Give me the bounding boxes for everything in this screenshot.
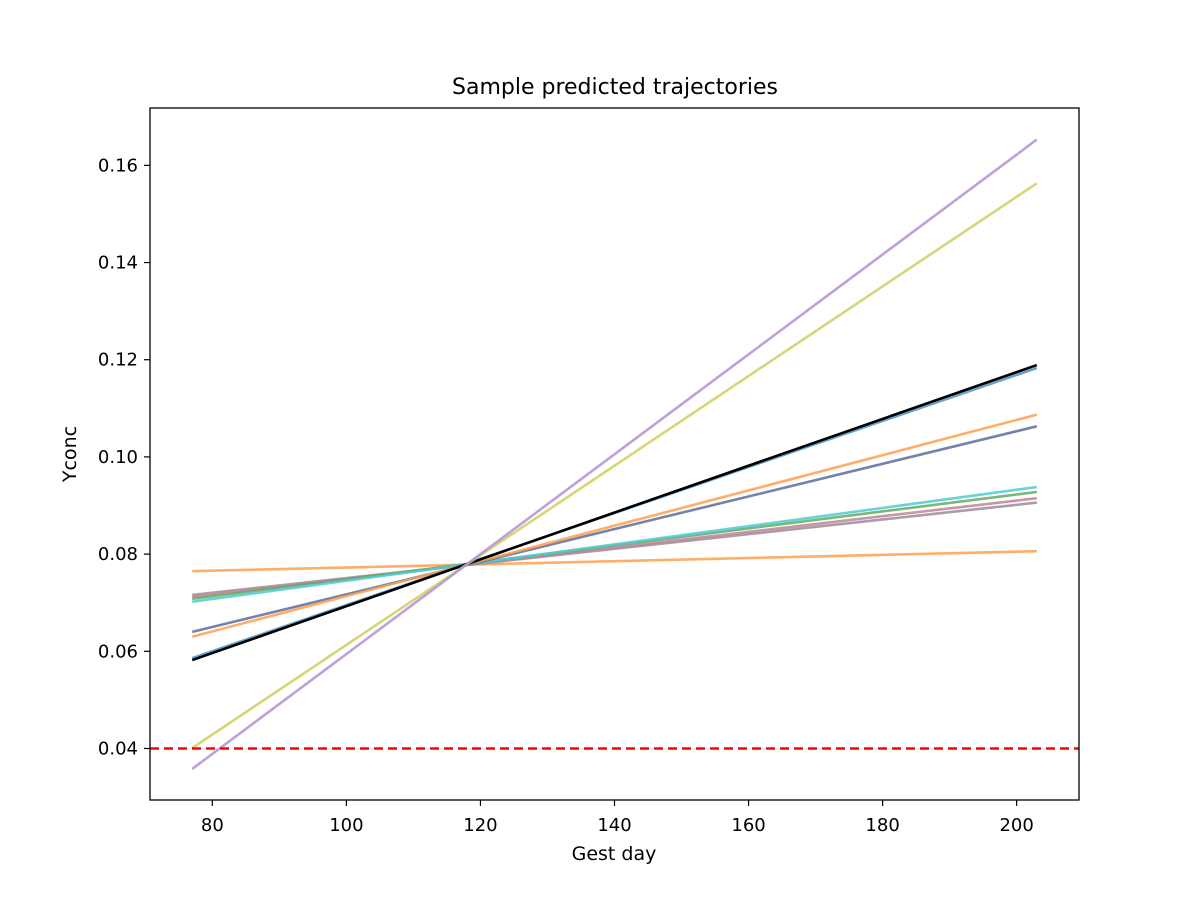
series-line-5 xyxy=(192,485,1037,604)
y-tick-label: 0.08 xyxy=(98,544,138,565)
y-tick-label: 0.12 xyxy=(98,350,138,371)
series-line-6 xyxy=(191,425,1038,634)
x-tick-label: 100 xyxy=(329,815,363,836)
series-line-10 xyxy=(191,182,1038,750)
y-tick-label: 0.14 xyxy=(98,253,138,274)
y-axis: 0.04 0.06 0.08 0.10 0.12 0.14 0.16 xyxy=(98,155,150,759)
series-line-1 xyxy=(192,549,1037,573)
x-tick-label: 180 xyxy=(865,815,899,836)
series-layer xyxy=(191,138,1038,770)
y-tick-label: 0.06 xyxy=(98,641,138,662)
chart-title: Sample predicted trajectories xyxy=(452,75,778,100)
x-axis-title: Gest day xyxy=(572,843,657,865)
x-tick-label: 200 xyxy=(999,815,1033,836)
x-tick-label: 120 xyxy=(463,815,497,836)
plot-area: 80 100 120 140 160 180 200 0.04 0.06 0.08 0.10 0.1… xyxy=(98,107,1080,836)
x-tick-label: 160 xyxy=(731,815,765,836)
y-tick-label: 0.04 xyxy=(98,738,138,759)
y-axis-title: Yconc xyxy=(59,426,81,483)
x-tick-label: 80 xyxy=(201,815,224,836)
x-axis: 80 100 120 140 160 180 200 xyxy=(201,800,1034,836)
x-tick-label: 140 xyxy=(597,815,631,836)
series-line-7 xyxy=(191,413,1038,638)
series-line-11 xyxy=(191,138,1038,770)
y-tick-label: 0.16 xyxy=(98,155,138,176)
series-line-9 xyxy=(191,363,1038,662)
y-tick-label: 0.10 xyxy=(98,447,138,468)
